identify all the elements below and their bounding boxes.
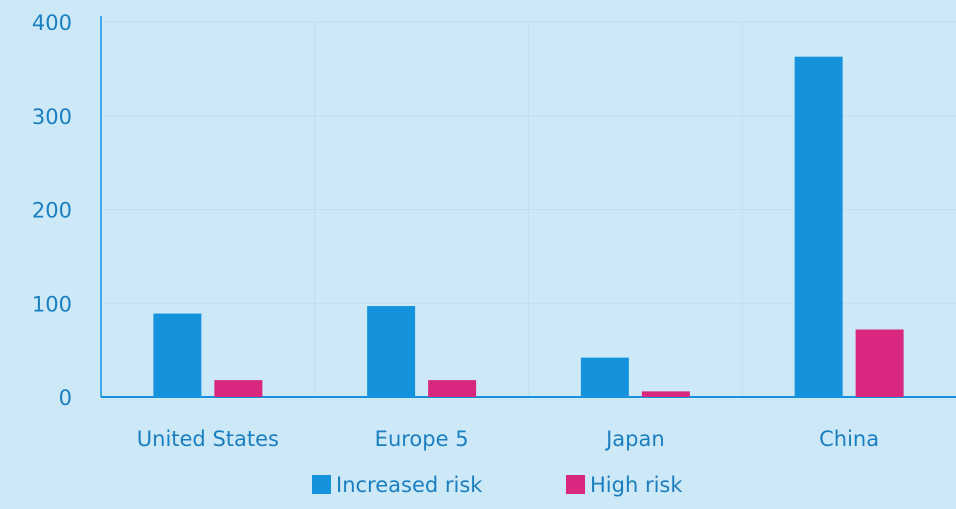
x-tick-label: Europe 5 — [375, 427, 469, 451]
bar-high-risk — [214, 380, 263, 397]
y-tick-label: 0 — [59, 386, 72, 410]
bar-increased-risk — [153, 313, 202, 397]
x-tick-label: United States — [137, 427, 279, 451]
x-tick-label: Japan — [604, 427, 665, 451]
bar-high-risk — [641, 391, 690, 397]
bar-high-risk — [428, 380, 477, 397]
legend-swatch — [566, 475, 585, 494]
y-tick-label: 100 — [32, 292, 72, 316]
y-tick-label: 200 — [32, 199, 72, 223]
bar-increased-risk — [367, 306, 416, 397]
legend-label: Increased risk — [336, 473, 483, 497]
bar-high-risk — [855, 329, 904, 397]
x-tick-label: China — [819, 427, 879, 451]
y-tick-label: 300 — [32, 105, 72, 129]
bar-increased-risk — [580, 357, 629, 397]
bar-increased-risk — [794, 56, 843, 397]
legend-swatch — [312, 475, 331, 494]
y-tick-label: 400 — [32, 11, 72, 35]
legend-label: High risk — [590, 473, 683, 497]
